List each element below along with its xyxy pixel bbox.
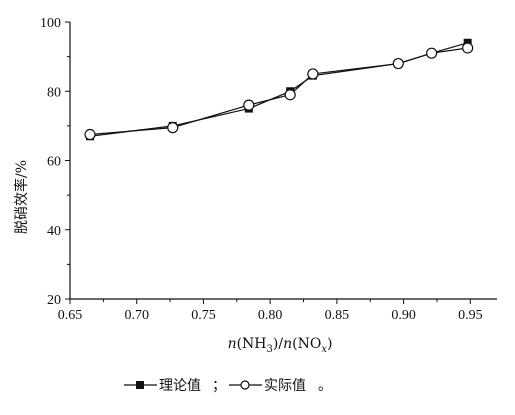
- legend-end: 。: [318, 378, 332, 394]
- x-tick-label: 0.65: [58, 308, 83, 323]
- plot-area: [84, 38, 474, 141]
- legend-marker-theory: [136, 381, 144, 389]
- data-point-actual: [167, 122, 179, 134]
- y-tick-label: 100: [40, 16, 61, 31]
- data-point-actual: [84, 128, 96, 141]
- data-point-actual: [392, 57, 404, 70]
- y-tick-label: 20: [47, 293, 61, 308]
- legend: 理论值 ； 实际值 。: [124, 378, 332, 394]
- data-point-actual: [243, 99, 255, 111]
- legend-marker-actual: [240, 380, 250, 390]
- x-tick-label: 0.75: [191, 308, 216, 323]
- y-axis-title: 脱硝效率/%: [13, 160, 30, 234]
- data-point-actual: [284, 89, 296, 101]
- data-point-actual: [426, 47, 438, 59]
- series-line: [89, 42, 468, 137]
- y-tick-label: 60: [47, 155, 61, 170]
- series-actual: [84, 42, 474, 141]
- y-tick-label: 40: [47, 224, 61, 239]
- x-tick-label: 0.85: [325, 308, 350, 323]
- data-point-actual: [462, 42, 474, 54]
- x-axis-title: n(NH3)/n(NOx): [228, 336, 333, 355]
- legend-label-actual: 实际值: [264, 378, 306, 394]
- x-axis: 0.65 0.70 0.75 0.80 0.85 0.90 0.95: [58, 298, 497, 323]
- y-tick-label: 80: [47, 85, 61, 100]
- x-tick-label: 0.70: [124, 308, 149, 323]
- series-theory: [86, 38, 472, 141]
- x-tick-label: 0.90: [391, 308, 416, 323]
- data-point-actual: [307, 68, 319, 80]
- x-tick-label: 0.80: [258, 308, 283, 323]
- legend-separator: ；: [212, 378, 226, 394]
- y-axis: 20 40 60 80 100: [40, 16, 71, 308]
- x-tick-label: 0.95: [458, 308, 483, 323]
- legend-label-theory: 理论值: [159, 378, 201, 394]
- series-line: [89, 47, 468, 136]
